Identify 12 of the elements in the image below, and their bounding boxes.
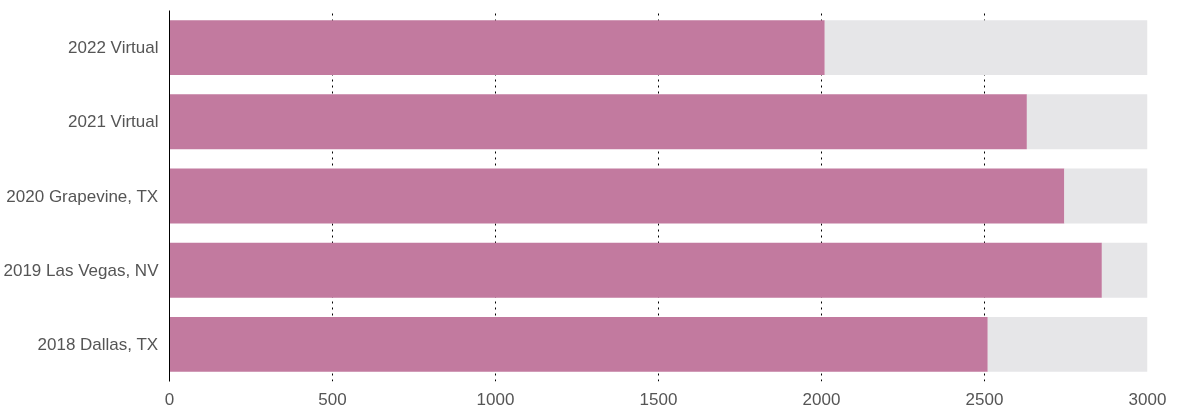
x-tick-label: 2500 (965, 389, 1004, 407)
y-tick-label: 2018 Dallas, TX (37, 334, 159, 354)
x-tick-label: 1500 (639, 389, 678, 407)
y-tick-label: 2021 Virtual (68, 112, 159, 132)
y-tick-label: 2019 Las Vegas, NV (3, 260, 160, 280)
x-tick-label: 500 (318, 389, 347, 407)
y-tick-label: 2022 Virtual (68, 38, 159, 58)
x-tick-label: 1000 (476, 389, 515, 407)
x-tick-label: 2000 (802, 389, 841, 407)
y-tick-label: 2020 Grapevine, TX (6, 186, 159, 206)
x-tick-label: 3000 (1128, 389, 1167, 407)
x-tick-label: 0 (164, 389, 175, 407)
